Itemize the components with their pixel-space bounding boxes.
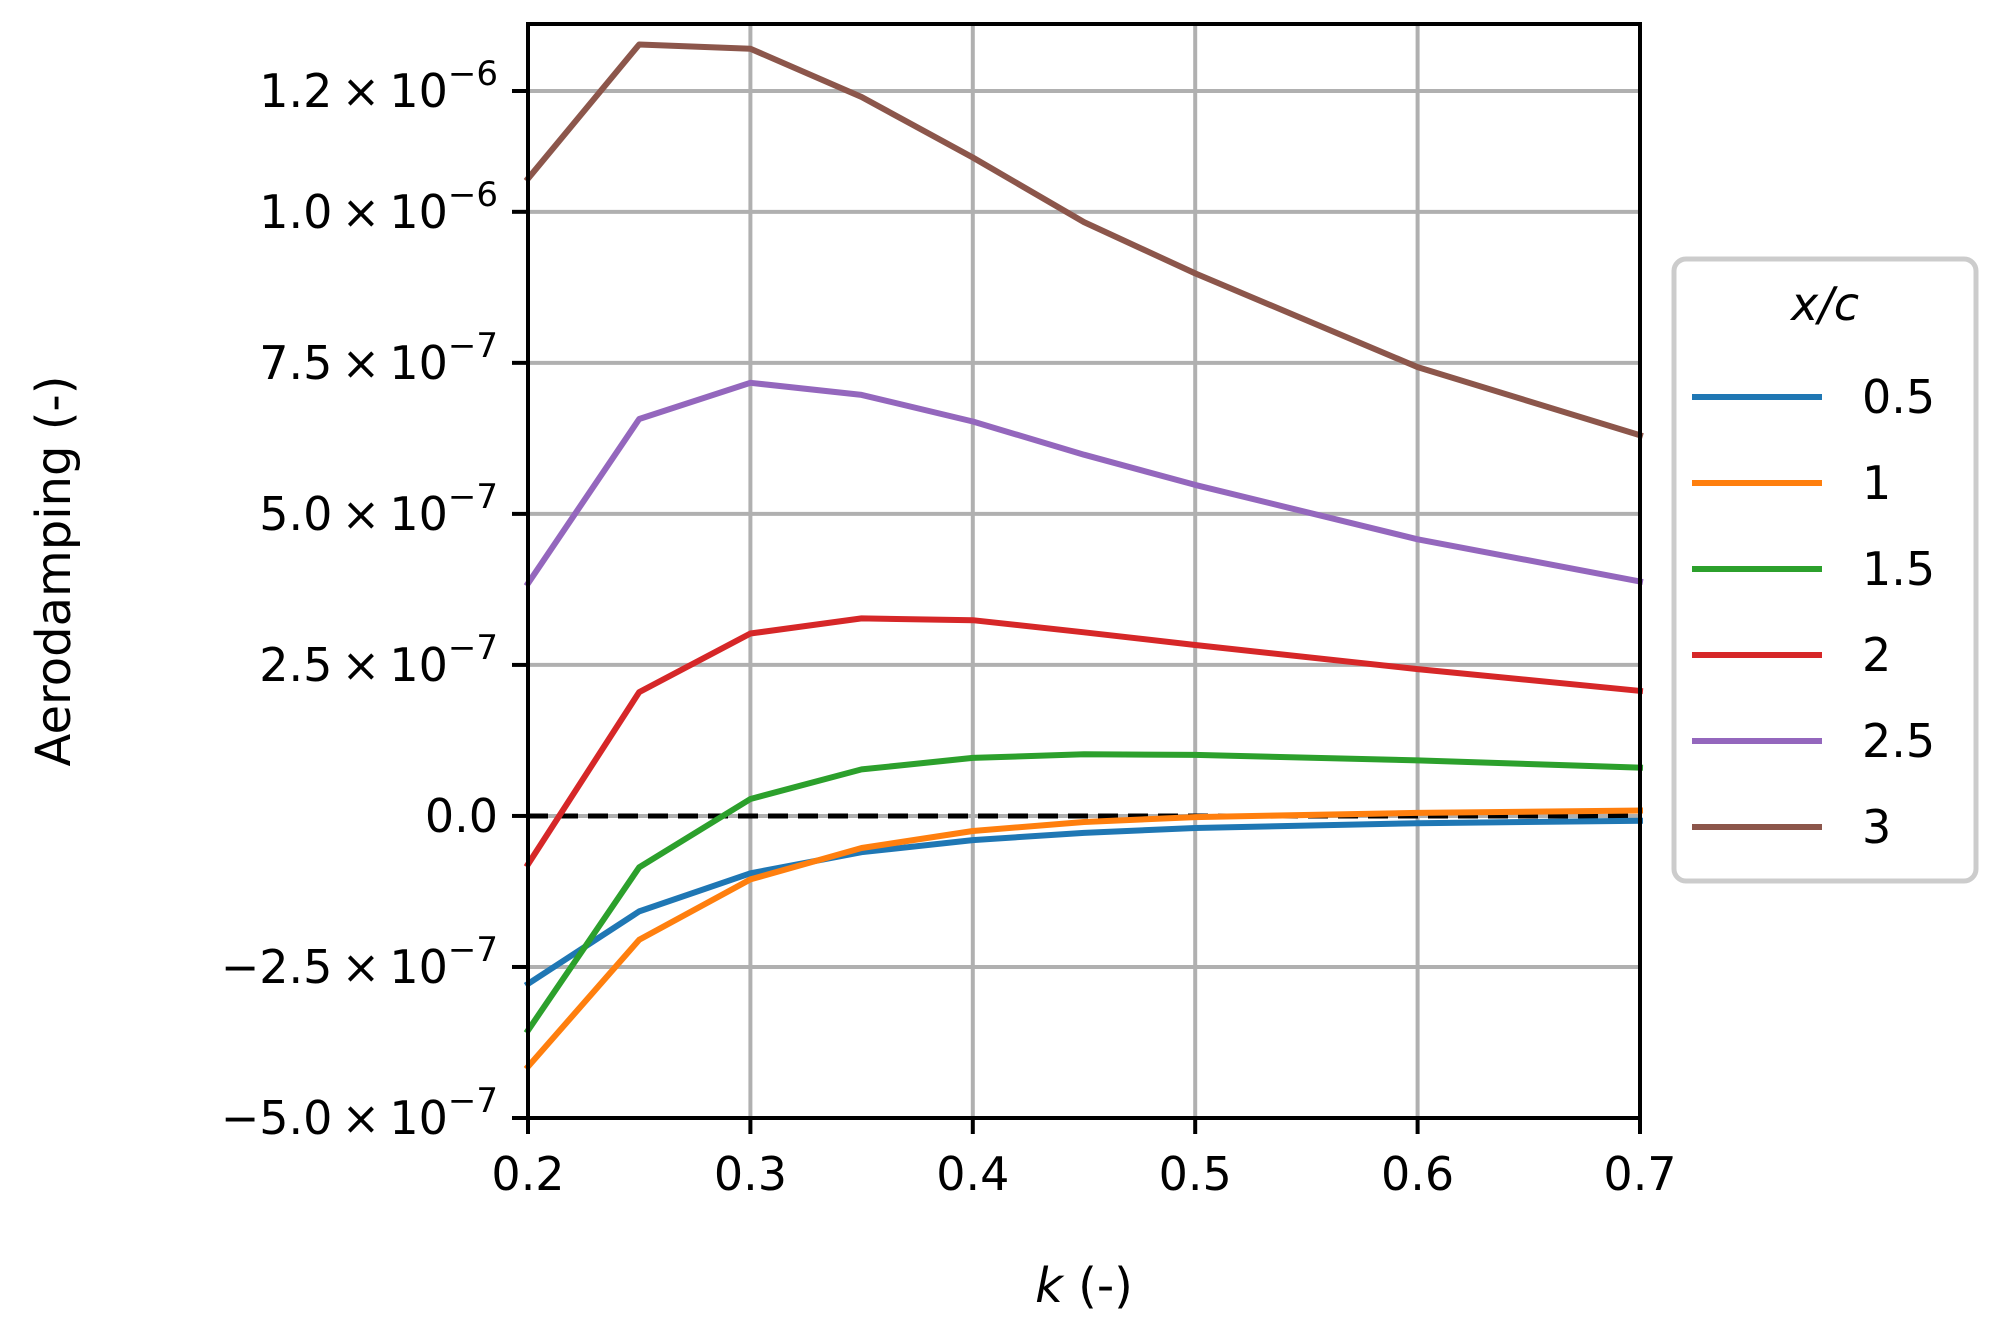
y-tick-label-0: −5.0 × 10−7 bbox=[221, 1081, 498, 1145]
x-axis-label-variable: k bbox=[1035, 1258, 1065, 1314]
legend-title: x/c bbox=[1789, 277, 1859, 331]
x-axis-label: k (-) bbox=[1035, 1258, 1133, 1314]
x-axis-label-unit: (-) bbox=[1063, 1258, 1133, 1314]
x-axis-ticks: 0.2 0.3 0.4 0.5 0.6 0.7 bbox=[491, 1118, 1677, 1201]
y-axis-ticks: −5.0 × 10−7 −2.5 × 10−7 0.0 2.5 × 10−7 5.0 ×… bbox=[221, 54, 528, 1145]
legend-label-3: 3 bbox=[1862, 800, 1891, 854]
y-tick-label-4: 5.0 × 10−7 bbox=[259, 477, 498, 541]
y-tick-label-5: 7.5 × 10−7 bbox=[259, 326, 498, 390]
x-tick-label-2: 0.4 bbox=[936, 1147, 1009, 1201]
x-tick-label-1: 0.3 bbox=[714, 1147, 787, 1201]
y-tick-label-7: 1.2 × 10−6 bbox=[259, 54, 498, 118]
y-tick-label-2: 0.0 bbox=[425, 789, 498, 843]
legend-label-2: 2 bbox=[1862, 628, 1891, 682]
legend: x/c 0.5 1 1.5 2 2.5 3 bbox=[1671, 256, 1979, 884]
legend-frame bbox=[1671, 256, 1979, 884]
x-tick-label-3: 0.5 bbox=[1159, 1147, 1232, 1201]
series-line-1 bbox=[523, 807, 1644, 1071]
plot-frame bbox=[526, 22, 1642, 1120]
x-tick-label-4: 0.6 bbox=[1381, 1147, 1454, 1201]
legend-items: 0.5 1 1.5 2 2.5 3 bbox=[1692, 370, 1935, 854]
series-layer bbox=[523, 41, 1644, 1071]
y-tick-label-3: 2.5 × 10−7 bbox=[259, 628, 498, 692]
series-line-3 bbox=[523, 41, 1644, 440]
y-tick-label-1: −2.5 × 10−7 bbox=[221, 930, 498, 994]
x-tick-label-5: 0.7 bbox=[1603, 1147, 1676, 1201]
legend-label-1: 1 bbox=[1862, 456, 1891, 510]
series-line-0.5 bbox=[523, 817, 1644, 989]
series-line-2.5 bbox=[523, 379, 1644, 588]
y-tick-label-6: 1.0 × 10−6 bbox=[259, 175, 498, 239]
legend-label-0.5: 0.5 bbox=[1862, 370, 1935, 424]
y-axis-label: Aerodamping (-) bbox=[26, 376, 82, 767]
legend-label-1.5: 1.5 bbox=[1862, 542, 1935, 596]
series-line-1.5 bbox=[523, 751, 1644, 1035]
series-line-2 bbox=[523, 615, 1644, 869]
x-tick-label-0: 0.2 bbox=[491, 1147, 564, 1201]
legend-label-2.5: 2.5 bbox=[1862, 714, 1935, 768]
